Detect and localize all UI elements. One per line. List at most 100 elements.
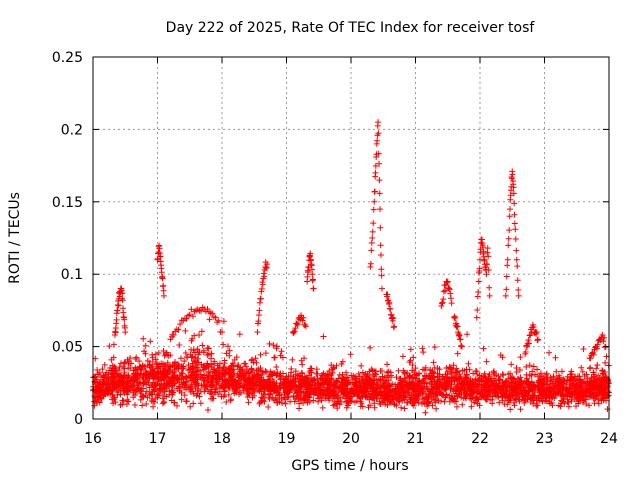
baseline-point [407, 398, 414, 405]
series-point [529, 324, 536, 331]
baseline-point [213, 385, 220, 392]
baseline-point [353, 382, 360, 389]
series-point [114, 307, 121, 314]
baseline-point [357, 395, 364, 402]
series-point [506, 227, 513, 234]
baseline-point [435, 379, 442, 385]
x-tick-label: 18 [213, 431, 231, 447]
baseline-point [420, 376, 427, 383]
baseline-point [298, 369, 305, 376]
baseline-point [587, 392, 594, 399]
series-point [512, 236, 519, 243]
baseline-point [464, 331, 471, 338]
baseline-point [196, 367, 203, 374]
baseline-point [123, 401, 130, 408]
baseline-point [180, 365, 187, 372]
baseline-point [383, 374, 390, 381]
baseline-point [176, 342, 183, 349]
baseline-point [520, 384, 527, 391]
baseline-point [561, 393, 568, 400]
baseline-point [150, 386, 157, 393]
baseline-point [150, 403, 157, 410]
series-point [446, 285, 453, 292]
baseline-point [303, 397, 310, 404]
baseline-point [262, 379, 269, 386]
baseline-point [507, 406, 514, 413]
series-point [509, 171, 516, 178]
baseline-point [94, 382, 101, 389]
baseline-point [177, 355, 184, 362]
baseline-point [107, 390, 114, 397]
baseline-point [108, 356, 115, 363]
series-point [503, 273, 510, 280]
baseline-point [198, 382, 205, 389]
baseline-point [448, 370, 455, 377]
baseline-point [137, 387, 144, 394]
baseline-point [208, 383, 215, 390]
baseline-point [176, 362, 183, 369]
baseline-point [110, 394, 117, 401]
baseline-point [197, 374, 204, 381]
baseline-point [205, 345, 212, 352]
baseline-point [431, 344, 438, 351]
series-point [299, 317, 306, 324]
series-point [372, 169, 379, 176]
series-point [512, 226, 519, 233]
baseline-point [266, 395, 273, 402]
baseline-point [334, 395, 341, 402]
baseline-point [542, 397, 549, 404]
baseline-point [262, 350, 269, 357]
series-point [368, 247, 375, 254]
baseline-point [189, 353, 196, 360]
baseline-point [267, 388, 274, 395]
baseline-point [119, 397, 126, 404]
baseline-point [99, 379, 106, 386]
baseline-point [214, 379, 221, 386]
baseline-point [555, 375, 562, 382]
baseline-point [507, 374, 514, 381]
baseline-point [246, 375, 253, 382]
baseline-point [91, 398, 98, 405]
baseline-point [579, 368, 586, 375]
baseline-point [205, 363, 212, 370]
baseline-point [535, 385, 542, 392]
baseline-point [337, 394, 344, 401]
baseline-point [142, 370, 149, 377]
baseline-point [523, 375, 530, 382]
baseline-point [411, 369, 418, 376]
series-point [292, 325, 299, 332]
baseline-point [372, 370, 379, 377]
baseline-point [127, 380, 134, 387]
axis-ticks: 16 17 18 19 20 21 22 23 24 0 0.05 0.1 0.15 0.2 0.25 [52, 50, 618, 447]
baseline-point [249, 390, 256, 397]
baseline-point [416, 377, 423, 384]
baseline-point [560, 386, 567, 393]
series-point [535, 336, 542, 343]
baseline-point [123, 375, 130, 382]
series-point [483, 271, 490, 278]
baseline-point [517, 379, 524, 386]
baseline-point [181, 358, 188, 365]
baseline-point [103, 369, 110, 376]
baseline-point [193, 371, 200, 378]
baseline-point [276, 373, 283, 380]
baseline-point [202, 383, 209, 390]
baseline-point [209, 372, 216, 379]
baseline-point [349, 376, 356, 383]
baseline-point [139, 393, 146, 400]
baseline-point [181, 384, 188, 391]
baseline-point [155, 371, 162, 378]
baseline-point [98, 395, 105, 402]
baseline-point [236, 331, 243, 338]
baseline-point [239, 382, 246, 389]
baseline-point [452, 368, 459, 375]
baseline-point [376, 398, 383, 405]
baseline-point [286, 387, 293, 394]
baseline-point [354, 391, 361, 398]
baseline-point [551, 383, 558, 390]
baseline-point [154, 378, 161, 385]
baseline-point [401, 396, 408, 403]
series-point [390, 315, 397, 322]
baseline-point [204, 362, 211, 369]
baseline-point [577, 383, 584, 390]
